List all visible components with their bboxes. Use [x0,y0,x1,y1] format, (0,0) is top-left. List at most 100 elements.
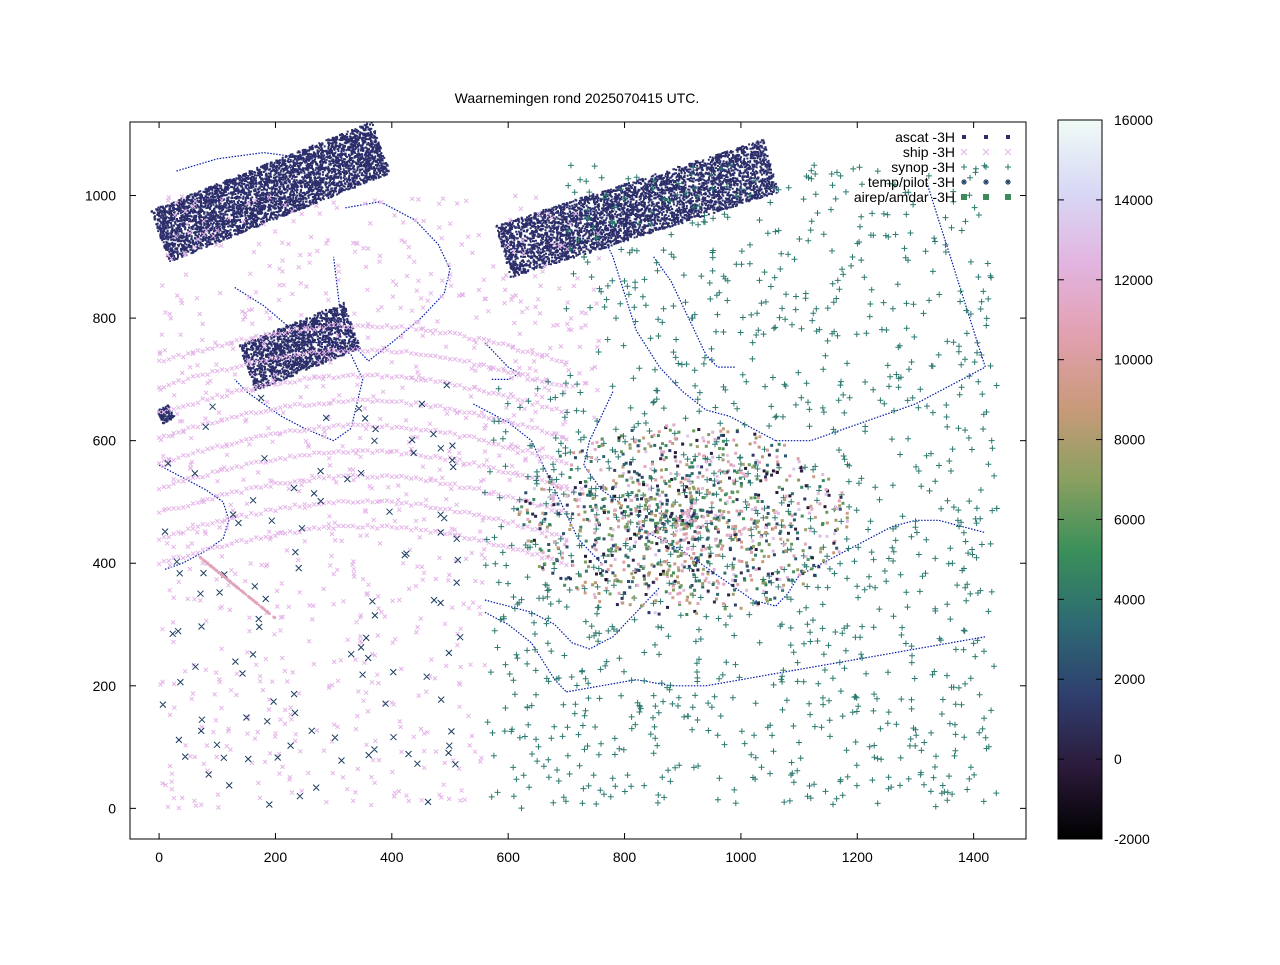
airep-point [666,575,670,579]
airep-point [681,522,685,526]
y-tick-label: 400 [93,555,117,571]
airep-point [832,541,836,545]
airep-point [647,584,651,588]
airep-point [595,572,598,576]
airep-point [564,577,568,581]
airep-point [716,528,720,531]
airep-point [607,548,611,552]
airep-point [786,538,790,542]
airep-point [708,510,712,514]
airep-point [770,572,774,576]
airep-point [640,475,644,479]
airep-point [743,474,747,478]
airep-point [728,476,731,480]
airep-point [609,527,613,530]
airep-point [825,534,829,538]
airep-point [583,510,587,514]
airep-point [582,518,586,522]
airep-point [789,525,793,528]
airep-point [621,472,625,475]
airep-point [623,525,627,529]
airep-point [697,525,701,529]
airep-point [550,504,554,508]
airep-point [662,513,666,517]
airep-point [771,527,775,531]
airep-point [565,494,569,498]
airep-point [738,529,742,533]
airep-point [709,520,713,523]
airep-point [800,514,804,518]
airep-point [701,508,705,512]
airep-point [685,598,689,602]
airep-point [719,480,723,484]
airep-point [749,496,753,500]
airep-point [693,538,697,541]
airep-point [739,532,743,536]
airep-point [754,553,757,557]
airep-point [670,511,674,515]
airep-point [770,473,774,477]
airep-point [701,474,705,478]
airep-point [217,570,220,574]
y-tick-label: 0 [108,800,116,816]
airep-point [654,525,658,528]
airep-point [681,509,685,513]
airep-point [767,543,771,547]
airep-point [676,592,680,596]
airep-point [691,465,695,469]
airep-point [736,583,740,587]
airep-point [525,508,529,512]
airep-point [753,441,757,445]
airep-point [248,596,251,599]
colorbar-tick-label: -2000 [1114,831,1150,847]
airep-point [701,544,705,548]
airep-point [617,591,621,595]
airep-point [679,584,683,588]
airep-point [690,501,694,505]
airep-point [711,430,715,434]
airep-point [677,568,681,572]
airep-point [654,478,658,482]
airep-point [657,430,661,434]
airep-point [776,460,780,464]
airep-point [788,494,792,498]
airep-point [621,601,625,605]
airep-point [620,596,624,600]
airep-point [833,539,837,543]
airep-point [522,523,526,527]
airep-point [845,511,849,515]
airep-point [526,511,530,515]
airep-point [591,441,594,445]
airep-point [687,509,691,513]
airep-point [594,515,598,519]
airep-point [779,566,783,570]
airep-point [243,592,246,595]
airep-point [613,558,617,561]
airep-point [743,526,747,530]
airep-point [642,493,646,497]
airep-point [675,521,679,525]
airep-point [657,549,661,553]
airep-point [839,495,843,499]
airep-point [719,433,723,437]
airep-point [212,567,215,570]
airep-point [645,536,649,540]
airep-point [652,433,656,437]
coastline [775,366,986,442]
airep-point [704,547,708,551]
airep-point [696,464,700,468]
airep-point [758,435,762,439]
airep-point [601,498,605,501]
airep-point [565,545,569,549]
airep-point [711,583,715,586]
legend-label: temp/pilot -3H [868,174,955,190]
airep-point [663,479,666,483]
airep-point [691,485,695,489]
airep-point [643,503,647,507]
airep-point [754,436,758,440]
x-tick-label: 1000 [725,849,756,865]
airep-point [775,449,779,453]
airep-point [593,543,597,547]
airep-point [671,584,675,588]
